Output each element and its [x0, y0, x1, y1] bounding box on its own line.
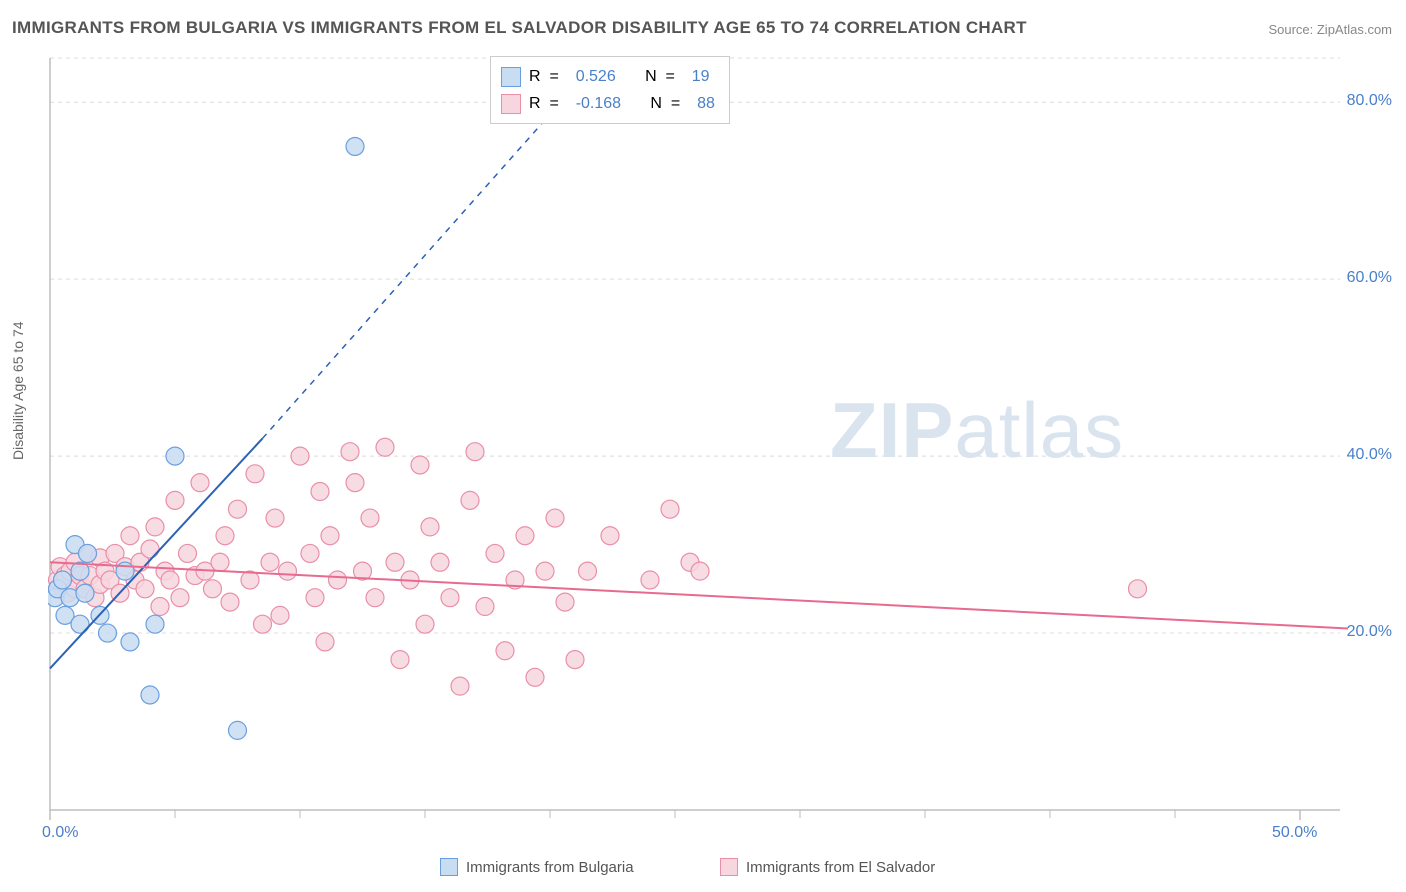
y-tick-label: 80.0%	[1347, 92, 1392, 110]
legend-n-label: N =	[645, 63, 684, 90]
legend-r-label: R =	[529, 63, 568, 90]
series-legend-bulgaria: Immigrants from Bulgaria	[440, 858, 634, 876]
swatch-bulgaria	[501, 67, 521, 87]
legend-r-label: R =	[529, 90, 568, 117]
x-tick-label: 50.0%	[1272, 824, 1317, 842]
legend-r-value-elsalvador: -0.168	[576, 90, 621, 117]
x-tick-label: 0.0%	[42, 824, 78, 842]
series-label-elsalvador: Immigrants from El Salvador	[746, 859, 935, 876]
swatch-elsalvador-icon	[720, 858, 738, 876]
correlation-legend: R = 0.526 N = 19 R = -0.168 N = 88	[490, 56, 730, 124]
series-label-bulgaria: Immigrants from Bulgaria	[466, 859, 634, 876]
scatter-plot	[48, 50, 1348, 840]
swatch-bulgaria-icon	[440, 858, 458, 876]
chart-title: IMMIGRANTS FROM BULGARIA VS IMMIGRANTS F…	[12, 18, 1027, 38]
legend-n-label: N =	[650, 90, 689, 117]
legend-n-value-elsalvador: 88	[697, 90, 715, 117]
source-attribution: Source: ZipAtlas.com	[1268, 22, 1392, 37]
legend-row-bulgaria: R = 0.526 N = 19	[501, 63, 715, 90]
y-axis-label: Disability Age 65 to 74	[10, 321, 26, 460]
legend-r-value-bulgaria: 0.526	[576, 63, 616, 90]
y-tick-label: 40.0%	[1347, 446, 1392, 464]
y-tick-label: 60.0%	[1347, 269, 1392, 287]
series-legend-elsalvador: Immigrants from El Salvador	[720, 858, 935, 876]
swatch-elsalvador	[501, 94, 521, 114]
legend-row-elsalvador: R = -0.168 N = 88	[501, 90, 715, 117]
legend-n-value-bulgaria: 19	[692, 63, 710, 90]
y-tick-label: 20.0%	[1347, 623, 1392, 641]
